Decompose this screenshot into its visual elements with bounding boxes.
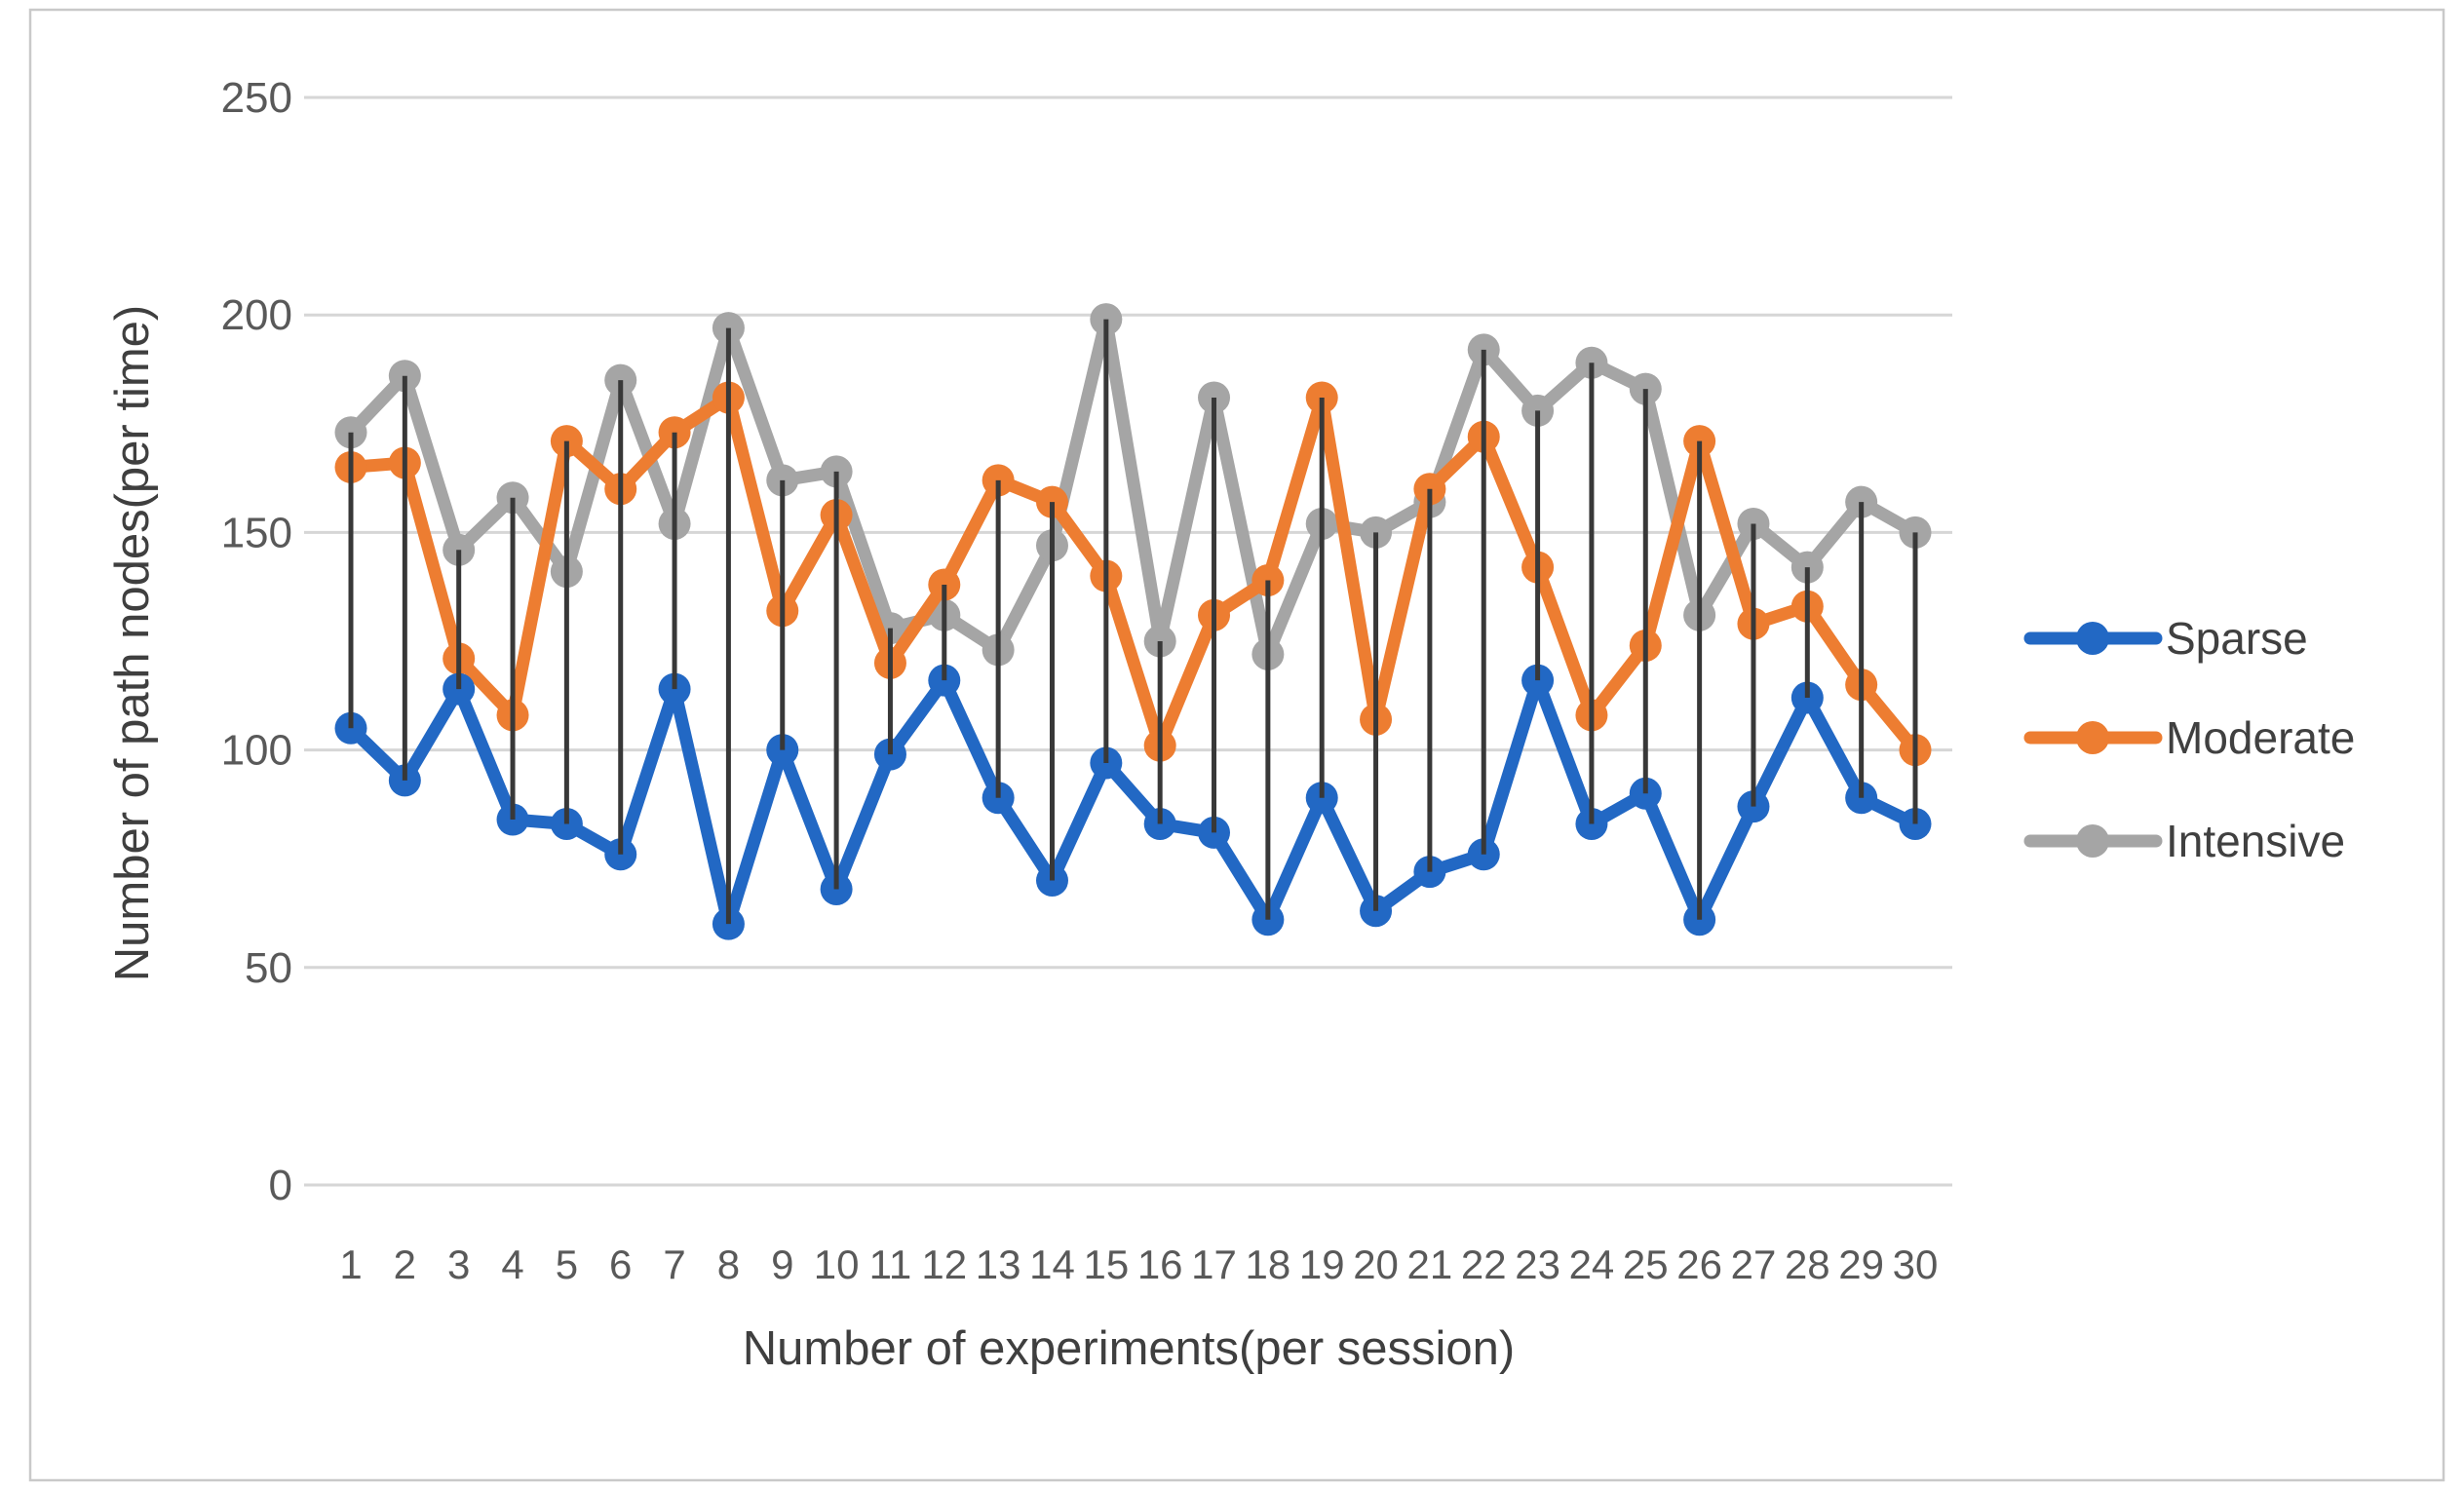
- x-tick-label: 7: [663, 1242, 685, 1287]
- x-tick-label: 6: [609, 1242, 632, 1287]
- x-axis-title: Number of experiments(per session): [743, 1322, 1515, 1375]
- x-tick-label: 12: [921, 1242, 967, 1287]
- x-tick-label: 3: [447, 1242, 470, 1287]
- x-tick-label: 29: [1838, 1242, 1884, 1287]
- high-low-lines: [348, 319, 1918, 925]
- x-tick-label: 27: [1731, 1242, 1777, 1287]
- x-tick-label: 14: [1029, 1242, 1075, 1287]
- x-tick-label: 4: [501, 1242, 523, 1287]
- x-tick-label: 1: [339, 1242, 362, 1287]
- x-tick-label: 17: [1191, 1242, 1237, 1287]
- x-tick-label: 19: [1299, 1242, 1345, 1287]
- y-axis-title: Number of path nodes(per time): [106, 305, 159, 982]
- x-tick-label: 11: [869, 1242, 912, 1287]
- x-tick-label: 30: [1893, 1242, 1939, 1287]
- figure-border: [28, 8, 2445, 1482]
- legend-item-moderate: Moderate: [2023, 712, 2355, 763]
- x-tick-label: 2: [394, 1242, 416, 1287]
- legend-marker-sparse: [2076, 622, 2109, 655]
- x-tick-label: 21: [1407, 1242, 1453, 1287]
- legend-label-intensive: Intensive: [2166, 816, 2345, 866]
- legend-label-moderate: Moderate: [2166, 712, 2355, 763]
- legend-marker-intensive: [2076, 824, 2109, 858]
- x-tick-label: 23: [1515, 1242, 1560, 1287]
- x-tick-label: 26: [1676, 1242, 1722, 1287]
- legend-item-sparse: Sparse: [2023, 613, 2308, 664]
- legend-label-sparse: Sparse: [2166, 613, 2308, 664]
- x-tick-label: 24: [1569, 1242, 1615, 1287]
- x-tick-label: 28: [1785, 1242, 1830, 1287]
- x-tick-label: 20: [1353, 1242, 1399, 1287]
- series-line-intensive: [344, 313, 1922, 661]
- y-tick-label: 150: [221, 509, 292, 556]
- y-tick-label: 200: [221, 291, 292, 339]
- x-tick-label: 16: [1137, 1242, 1183, 1287]
- legend-item-intensive: Intensive: [2023, 816, 2345, 866]
- y-tick-label: 50: [245, 944, 292, 992]
- x-tick-label: 15: [1083, 1242, 1129, 1287]
- x-tick-label: 10: [814, 1242, 860, 1287]
- legend: Sparse Moderate Intensive: [2023, 613, 2355, 866]
- x-tick-label: 25: [1623, 1242, 1669, 1287]
- series-line-sparse: [344, 673, 1922, 931]
- y-tick-label: 0: [269, 1162, 292, 1209]
- x-tick-label: 5: [556, 1242, 578, 1287]
- legend-marker-moderate: [2076, 721, 2109, 754]
- x-tick-label: 18: [1246, 1242, 1291, 1287]
- x-tick-label: 13: [976, 1242, 1021, 1287]
- y-tick-label: 250: [221, 74, 292, 122]
- x-tick-label: 8: [717, 1242, 740, 1287]
- y-tick-label: 100: [221, 727, 292, 775]
- x-tick-label: 9: [771, 1242, 793, 1287]
- series-sparse: [334, 664, 1932, 940]
- x-tick-label: 22: [1461, 1242, 1507, 1287]
